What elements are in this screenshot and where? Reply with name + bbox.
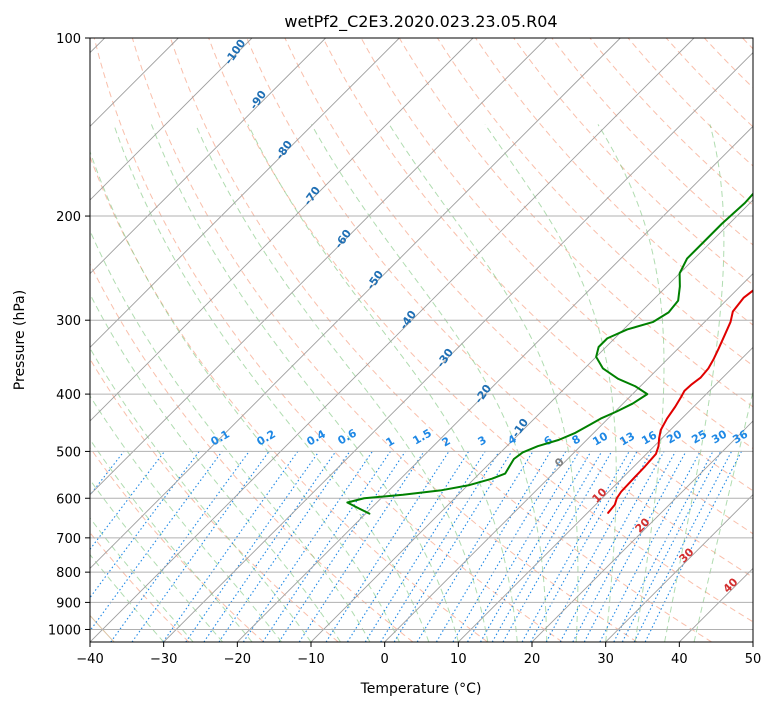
plot-area: 0.1 0.2 0.4 0.6 1 1.5 2 3 4 6 8 10 13 16 20 25 30 36-100-… — [90, 38, 753, 642]
mixing-ratio-line — [262, 451, 391, 642]
x-axis: −40 −30 −20 −10 0 10 20 30 40 50 — [76, 642, 761, 667]
series-lines — [346, 192, 753, 515]
x-tick-label: 30 — [597, 652, 614, 667]
dry-adiabat-line — [90, 358, 339, 642]
mixing-ratio-line — [633, 451, 733, 642]
mixing-ratio-line — [572, 451, 677, 642]
y-tick-label: 500 — [56, 445, 81, 460]
x-tick-label: 40 — [671, 652, 688, 667]
y-axis: 100 200 300 400 500 600 700 800 900 1000 — [48, 32, 90, 638]
x-tick-label: −10 — [297, 652, 324, 667]
mixing-ratio-line — [416, 451, 534, 642]
moist-adiabat-line — [90, 293, 341, 642]
isotherm-line — [531, 420, 753, 642]
dry-adiabat-line — [170, 38, 713, 642]
isotherm-line — [90, 38, 695, 642]
isotherm-line — [237, 125, 753, 642]
mixing-ratio-line — [521, 451, 630, 642]
isotherm-line — [90, 38, 474, 422]
mixing-ratio-line — [502, 451, 613, 642]
y-tick-label: 800 — [56, 566, 81, 581]
mixing-ratio-line — [325, 451, 450, 642]
mixing-ratio-line — [346, 451, 470, 642]
mixing-ratio-line — [110, 451, 250, 642]
isotherm-line — [90, 38, 326, 275]
dry-adiabat-line — [475, 38, 753, 326]
dry-adiabat-line — [246, 38, 753, 578]
mixing-ratio-line — [90, 451, 223, 632]
mixing-ratio-line — [203, 451, 337, 642]
mixing-ratio-line — [218, 451, 351, 642]
x-axis-title: Temperature (°C) — [360, 681, 482, 697]
mixing-ratio-line — [380, 451, 500, 642]
mixing-ratio-line — [393, 451, 513, 642]
y-tick-label: 400 — [56, 388, 81, 403]
x-tick-label: −40 — [76, 652, 103, 667]
isotherm-line — [163, 52, 753, 642]
dry-adiabat-line — [284, 38, 753, 535]
dry-adiabat-line — [208, 38, 753, 623]
y-tick-label: 900 — [56, 596, 81, 611]
dewpoint-line — [346, 192, 753, 515]
x-tick-label: 0 — [381, 652, 389, 667]
temperature-line — [607, 289, 753, 514]
mixing-ratio-line — [621, 451, 722, 642]
mixing-ratio-lines — [90, 451, 742, 642]
y-tick-label: 200 — [56, 210, 81, 225]
mixing-ratio-line — [559, 451, 665, 642]
isotherm-line — [90, 38, 253, 201]
dry-adiabat-line — [322, 38, 753, 492]
x-tick-label: 50 — [745, 652, 762, 667]
y-tick-label: 100 — [56, 32, 81, 47]
dry-adiabats — [90, 38, 753, 642]
mixing-ratio-line — [530, 451, 638, 642]
plot-frame — [89, 37, 754, 643]
dry-adiabat-line — [513, 38, 753, 286]
mixing-ratio-line — [298, 451, 425, 642]
mixing-ratio-line — [162, 451, 299, 642]
mixing-ratio-line — [545, 451, 652, 642]
moist-adiabat-line — [90, 229, 371, 642]
mixing-ratio-line — [90, 451, 200, 599]
chart-title: wetPf2_C2E3.2020.023.23.05.R04 — [284, 12, 557, 32]
y-tick-label: 700 — [56, 532, 81, 547]
y-axis-title: Pressure (hPa) — [12, 290, 28, 390]
mixing-ratio-line — [242, 451, 373, 642]
y-tick-label: 1000 — [48, 623, 81, 638]
isotherm-line — [384, 273, 753, 642]
mixing-ratio-line — [185, 451, 320, 642]
dry-adiabat-line — [90, 446, 264, 642]
mixing-ratio-line — [644, 451, 742, 642]
skewed-isotherms — [90, 38, 753, 642]
x-tick-label: −30 — [150, 652, 177, 667]
mixing-ratio-line — [90, 451, 165, 551]
y-tick-label: 600 — [56, 492, 81, 507]
mixing-ratio-line — [278, 451, 406, 642]
x-tick-label: 20 — [524, 652, 541, 667]
isotherm-line — [90, 38, 400, 348]
isotherm-line — [310, 199, 753, 642]
isotherm-line — [605, 494, 753, 642]
isobar-gridlines — [90, 38, 753, 630]
y-tick-label: 300 — [56, 314, 81, 329]
x-tick-label: 10 — [450, 652, 467, 667]
x-tick-label: −20 — [224, 652, 251, 667]
isotherm-line — [90, 38, 547, 496]
isotherm-line — [458, 346, 753, 642]
dry-adiabat-line — [90, 262, 414, 642]
isotherm-line — [90, 38, 621, 569]
